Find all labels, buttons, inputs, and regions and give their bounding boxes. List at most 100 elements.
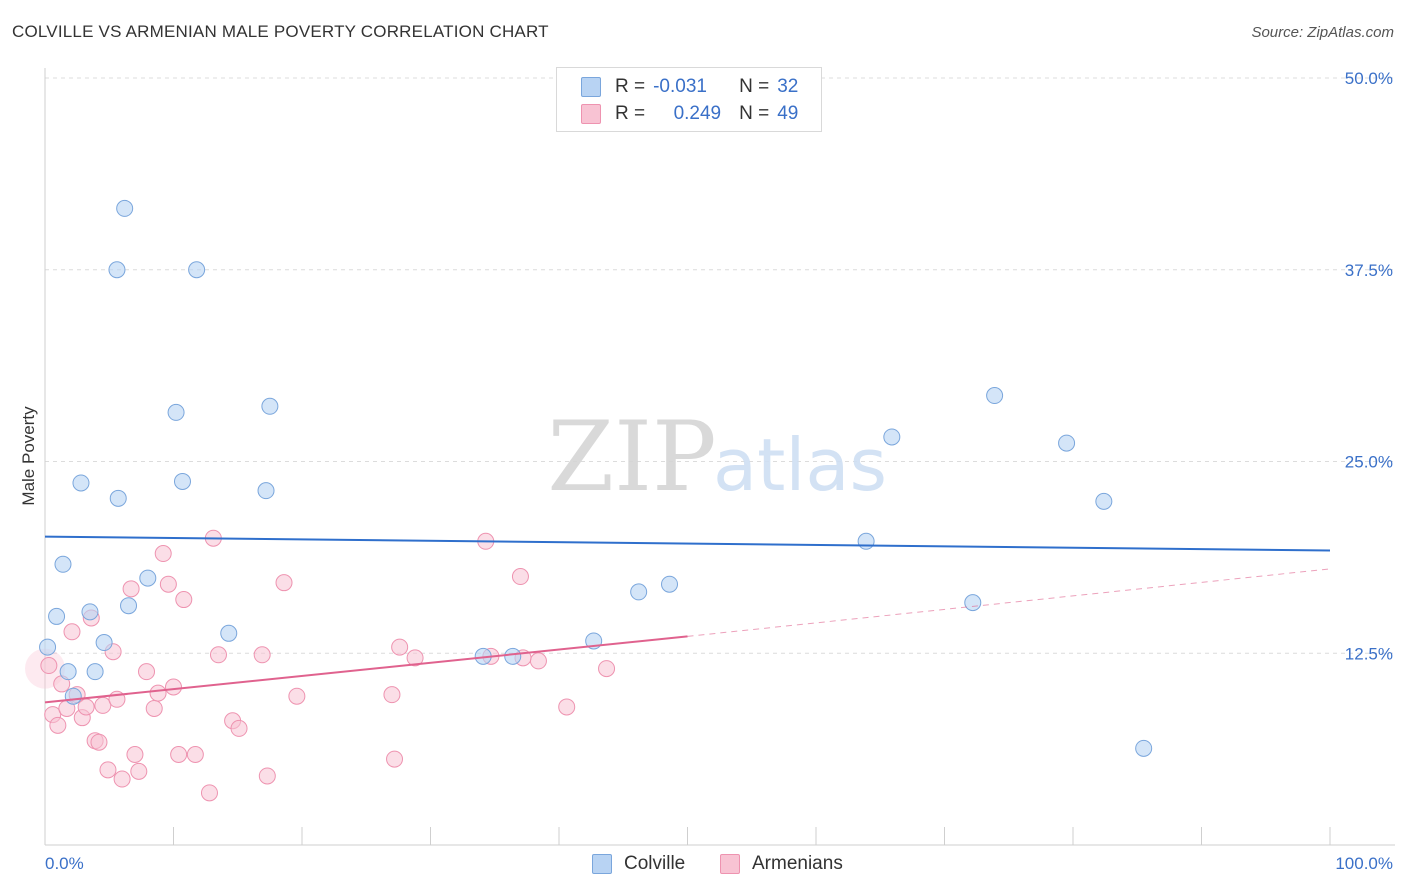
colville-point xyxy=(261,397,279,415)
armenians-point xyxy=(63,623,81,641)
colville-point xyxy=(1095,492,1113,510)
bottom-armenians-swatch xyxy=(720,854,740,874)
colville-n-label: N = xyxy=(739,76,770,97)
colville-point xyxy=(108,261,126,279)
armenians-point xyxy=(99,761,117,779)
armenians-point xyxy=(130,762,148,780)
colville-point xyxy=(95,634,113,652)
tick-labels: 12.5% 25.0% 37.5% 50.0% 0.0% 100.0% xyxy=(45,69,1393,873)
armenians-trend-line xyxy=(44,635,688,704)
armenians-point xyxy=(90,733,108,751)
bottom-legend-armenians: Armenians xyxy=(720,852,843,876)
trend-lines xyxy=(44,535,1331,704)
colville-point xyxy=(139,569,157,587)
armenians-point xyxy=(200,784,218,802)
legend: R = -0.031 N = 32 R = 0.249 N = 49 xyxy=(556,67,822,132)
armenians-point xyxy=(209,646,227,664)
colville-point xyxy=(1058,434,1076,452)
bottom-legend-colville: Colville xyxy=(592,852,685,876)
armenians-point xyxy=(598,660,616,678)
colville-point xyxy=(986,387,1004,405)
watermark-zip: ZIP xyxy=(547,401,716,513)
colville-point xyxy=(220,624,238,642)
colville-point xyxy=(257,482,275,500)
colville-point xyxy=(64,687,82,705)
armenians-swatch xyxy=(581,104,601,124)
armenians-n-label: N = xyxy=(739,103,770,124)
colville-point xyxy=(39,638,57,656)
colville-point xyxy=(120,597,138,615)
armenians-point xyxy=(383,686,401,704)
source-label: Source: ZipAtlas.com xyxy=(1251,24,1394,41)
colville-point xyxy=(173,472,191,490)
armenians-r-label: R = xyxy=(615,103,646,124)
armenians-point xyxy=(122,580,140,598)
colville-point xyxy=(504,647,522,665)
armenians-point xyxy=(230,719,248,737)
armenians-point xyxy=(138,663,156,681)
watermark: ZIP atlas xyxy=(547,401,887,513)
colville-point xyxy=(59,663,77,681)
y-tick-label: 12.5% xyxy=(1345,644,1393,663)
armenians-trend-extension xyxy=(687,568,1331,637)
armenians-points xyxy=(25,529,616,802)
chart-title: COLVILLE VS ARMENIAN MALE POVERTY CORREL… xyxy=(12,22,549,41)
bottom-colville-swatch xyxy=(592,854,612,874)
armenians-point xyxy=(154,545,172,563)
colville-point xyxy=(54,555,72,573)
colville-trend-line xyxy=(44,535,1331,552)
armenians-point xyxy=(145,699,163,717)
colville-point xyxy=(86,663,104,681)
bottom-armenians-label: Armenians xyxy=(752,853,843,874)
colville-point xyxy=(661,575,679,593)
armenians-point xyxy=(391,638,409,656)
legend-row-armenians: R = 0.249 N = 49 xyxy=(581,102,798,126)
y-axis-label: Male Poverty xyxy=(19,406,38,506)
x-tick-label-max: 100.0% xyxy=(1335,854,1393,873)
colville-point xyxy=(964,594,982,612)
colville-point xyxy=(883,428,901,446)
armenians-point xyxy=(406,649,424,667)
armenians-point xyxy=(77,698,95,716)
armenians-point xyxy=(275,574,293,592)
armenians-point xyxy=(126,745,144,763)
armenians-point xyxy=(149,684,167,702)
colville-point xyxy=(109,489,127,507)
armenians-point xyxy=(49,716,67,734)
armenians-point xyxy=(159,575,177,593)
colville-point xyxy=(1135,739,1153,757)
armenians-point xyxy=(288,687,306,705)
armenians-point xyxy=(113,770,131,788)
legend-row-colville: R = -0.031 N = 32 xyxy=(581,75,798,99)
armenians-point xyxy=(253,646,271,664)
watermark-atlas: atlas xyxy=(713,423,887,507)
y-tick-label: 50.0% xyxy=(1345,69,1393,88)
armenians-r-value: 0.249 xyxy=(673,103,722,124)
armenians-point xyxy=(558,698,576,716)
x-tick-label-min: 0.0% xyxy=(45,854,84,873)
colville-r-label: R = xyxy=(615,76,646,97)
armenians-point xyxy=(40,657,58,675)
colville-point xyxy=(167,403,185,421)
y-tick-label: 25.0% xyxy=(1345,453,1393,472)
colville-point xyxy=(72,474,90,492)
armenians-point xyxy=(170,745,188,763)
armenians-point xyxy=(165,678,182,696)
armenians-point xyxy=(186,745,204,763)
colville-point xyxy=(81,603,99,621)
bottom-colville-label: Colville xyxy=(624,853,686,874)
armenians-point xyxy=(175,591,193,609)
colville-point xyxy=(48,607,66,625)
armenians-n-value: 49 xyxy=(777,103,799,124)
colville-swatch xyxy=(581,77,601,97)
armenians-point xyxy=(258,767,276,785)
armenians-point xyxy=(511,568,529,586)
y-tick-label: 37.5% xyxy=(1345,261,1393,280)
colville-point xyxy=(188,261,206,279)
colville-r-value: -0.031 xyxy=(653,76,707,97)
armenians-point xyxy=(529,652,547,670)
armenians-point xyxy=(94,696,112,714)
colville-point xyxy=(116,199,134,217)
grid-lines xyxy=(45,77,1395,654)
